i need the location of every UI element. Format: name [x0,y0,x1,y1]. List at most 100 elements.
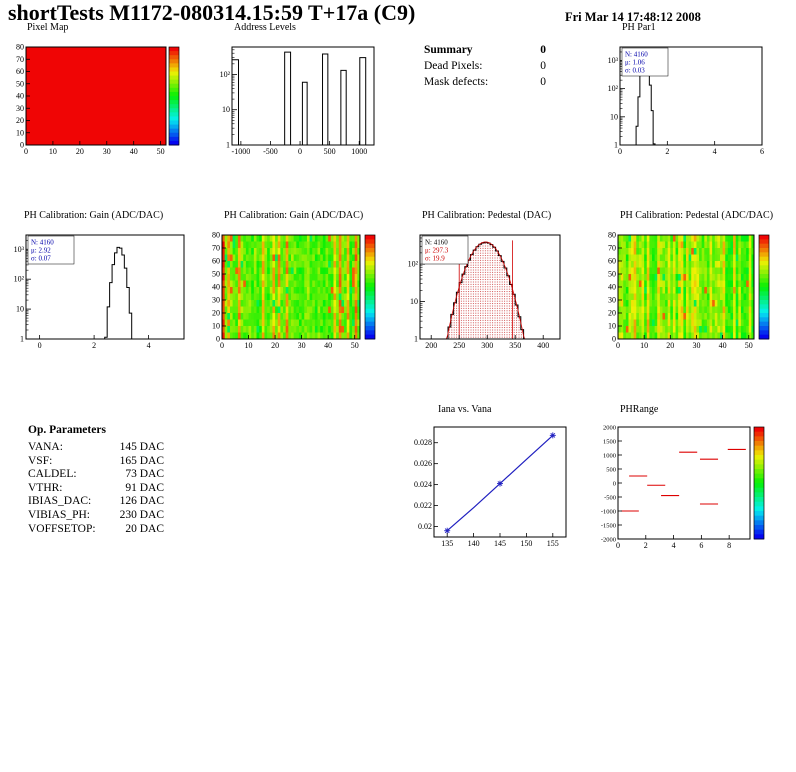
svg-text:N: 4160: N: 4160 [625,51,648,59]
svg-text:σ: 0.07: σ: 0.07 [31,255,51,263]
param-value: 165 DAC [119,454,164,467]
ph-range-title: PHRange [620,404,659,415]
param-row: VANA: 145 DAC [28,441,164,455]
svg-text:-500: -500 [263,147,278,156]
svg-text:40: 40 [16,92,24,101]
svg-text:30: 30 [692,341,700,350]
svg-text:0.028: 0.028 [414,438,432,447]
svg-text:0: 0 [613,481,616,488]
svg-text:30: 30 [103,147,111,156]
pedestal-map-panel: PH Calibration: Pedestal (ADC/DAC) 0 10 20… [594,210,796,366]
svg-text:40: 40 [212,283,220,292]
param-row: VOFFSETOP: 20 DAC [28,523,164,537]
svg-text:0: 0 [24,147,28,156]
svg-text:70: 70 [16,55,24,64]
svg-text:10: 10 [49,147,57,156]
gain-map-chart: 0 10 20 30 40 50 0 10 20 30 40 50 60 70 80 [212,231,376,350]
svg-text:σ: 19.9: σ: 19.9 [425,255,445,263]
svg-text:145: 145 [494,539,506,548]
param-label: VANA: [28,441,63,453]
svg-text:0.024: 0.024 [414,480,432,489]
ph-par1-panel: PH Par1 0 2 4 6 1 10 10² 10³ N: 4160 μ: 1.06 σ: 0.… [594,22,796,172]
iana-vana-title: Iana vs. Vana [438,404,492,415]
svg-text:10³: 10³ [14,245,25,254]
svg-text:135: 135 [441,539,453,548]
svg-text:40: 40 [324,341,332,350]
svg-text:20: 20 [16,116,24,125]
svg-text:10: 10 [16,128,24,137]
svg-text:50: 50 [351,341,359,350]
svg-text:30: 30 [16,104,24,113]
param-value: 91 DAC [125,481,164,494]
param-label: VSF: [28,454,53,467]
svg-text:2: 2 [644,541,648,550]
address-levels-title: Address Levels [234,22,296,33]
param-row: VSF: 165 DAC [28,455,164,469]
svg-text:0: 0 [220,341,224,350]
gain-map-panel: PH Calibration: Gain (ADC/DAC) 0 10 20 30 40… [198,210,400,366]
svg-text:-2000: -2000 [601,537,616,544]
svg-text:10²: 10² [220,70,231,79]
gain-distribution-panel: PH Calibration: Gain (ADC/DAC) 0 2 4 1 10 10²… [0,210,202,366]
iana-vana-panel: Iana vs. Vana 135 140 145 150 155 0.02 0.022 0.… [398,404,590,562]
summary-row: Mask defects: 0 [424,74,546,90]
svg-text:10²: 10² [408,260,419,269]
param-label: VIBIAS_PH: [28,508,90,521]
summary-row-label: Dead Pixels: [424,60,483,72]
svg-text:0: 0 [298,147,302,156]
svg-text:10: 10 [640,341,648,350]
param-row: IBIAS_DAC: 126 DAC [28,495,164,509]
svg-text:2: 2 [665,147,669,156]
pixel-map-title: Pixel Map [27,22,69,33]
svg-text:4: 4 [147,341,151,350]
op-parameters-title: Op. Parameters [28,424,106,436]
svg-text:60: 60 [212,257,220,266]
svg-text:50: 50 [745,341,753,350]
svg-text:200: 200 [425,341,437,350]
svg-text:10²: 10² [608,84,619,93]
pedestal-distribution-panel: PH Calibration: Pedestal (DAC) 200 250 300… [398,210,590,366]
svg-text:N: 4160: N: 4160 [31,239,54,247]
svg-text:10: 10 [610,112,618,121]
op-parameters-panel: Op. Parameters VANA: 145 DAC VSF: 165 DA… [28,424,164,536]
summary-value: 0 [540,44,546,56]
svg-text:1: 1 [614,141,618,150]
svg-text:N: 4160: N: 4160 [425,239,448,247]
svg-text:40: 40 [608,283,616,292]
svg-text:400: 400 [537,341,549,350]
summary-row-value: 0 [540,76,546,88]
svg-text:30: 30 [298,341,306,350]
summary-title: Summary [424,44,473,56]
svg-text:6: 6 [699,541,703,550]
svg-text:1000: 1000 [603,453,616,460]
svg-text:10: 10 [245,341,253,350]
param-row: VIBIAS_PH: 230 DAC [28,509,164,523]
svg-text:-1000: -1000 [601,509,616,516]
svg-text:0: 0 [618,147,622,156]
svg-text:σ: 0.03: σ: 0.03 [625,67,645,75]
param-label: CALDEL: [28,468,77,481]
svg-text:20: 20 [666,341,674,350]
svg-text:0: 0 [616,541,620,550]
svg-text:10: 10 [410,297,418,306]
svg-text:50: 50 [157,147,165,156]
svg-text:30: 30 [212,296,220,305]
pixel-map-panel: Pixel Map 0 10 20 30 40 50 0 10 20 30 40 50 60 70 80 [2,22,207,172]
svg-text:20: 20 [271,341,279,350]
svg-text:6: 6 [760,147,764,156]
svg-text:1500: 1500 [603,439,616,446]
summary-row-value: 0 [540,60,546,72]
svg-text:10³: 10³ [608,56,619,65]
svg-text:0: 0 [38,341,42,350]
svg-text:0: 0 [216,335,220,344]
svg-text:μ: 297.3: μ: 297.3 [425,247,449,255]
svg-text:500: 500 [324,147,336,156]
svg-text:40: 40 [130,147,138,156]
svg-text:0.02: 0.02 [418,522,432,531]
page-title: shortTests M1172-080314.15:59 T+17a (C9) [8,0,416,25]
address-levels-panel: Address Levels -1000 -500 0 500 1000 1 10 10² [208,22,403,172]
svg-text:20: 20 [76,147,84,156]
pixel-map-chart: 0 10 20 30 40 50 0 10 20 30 40 50 60 70 80 [16,43,180,156]
svg-text:150: 150 [520,539,532,548]
